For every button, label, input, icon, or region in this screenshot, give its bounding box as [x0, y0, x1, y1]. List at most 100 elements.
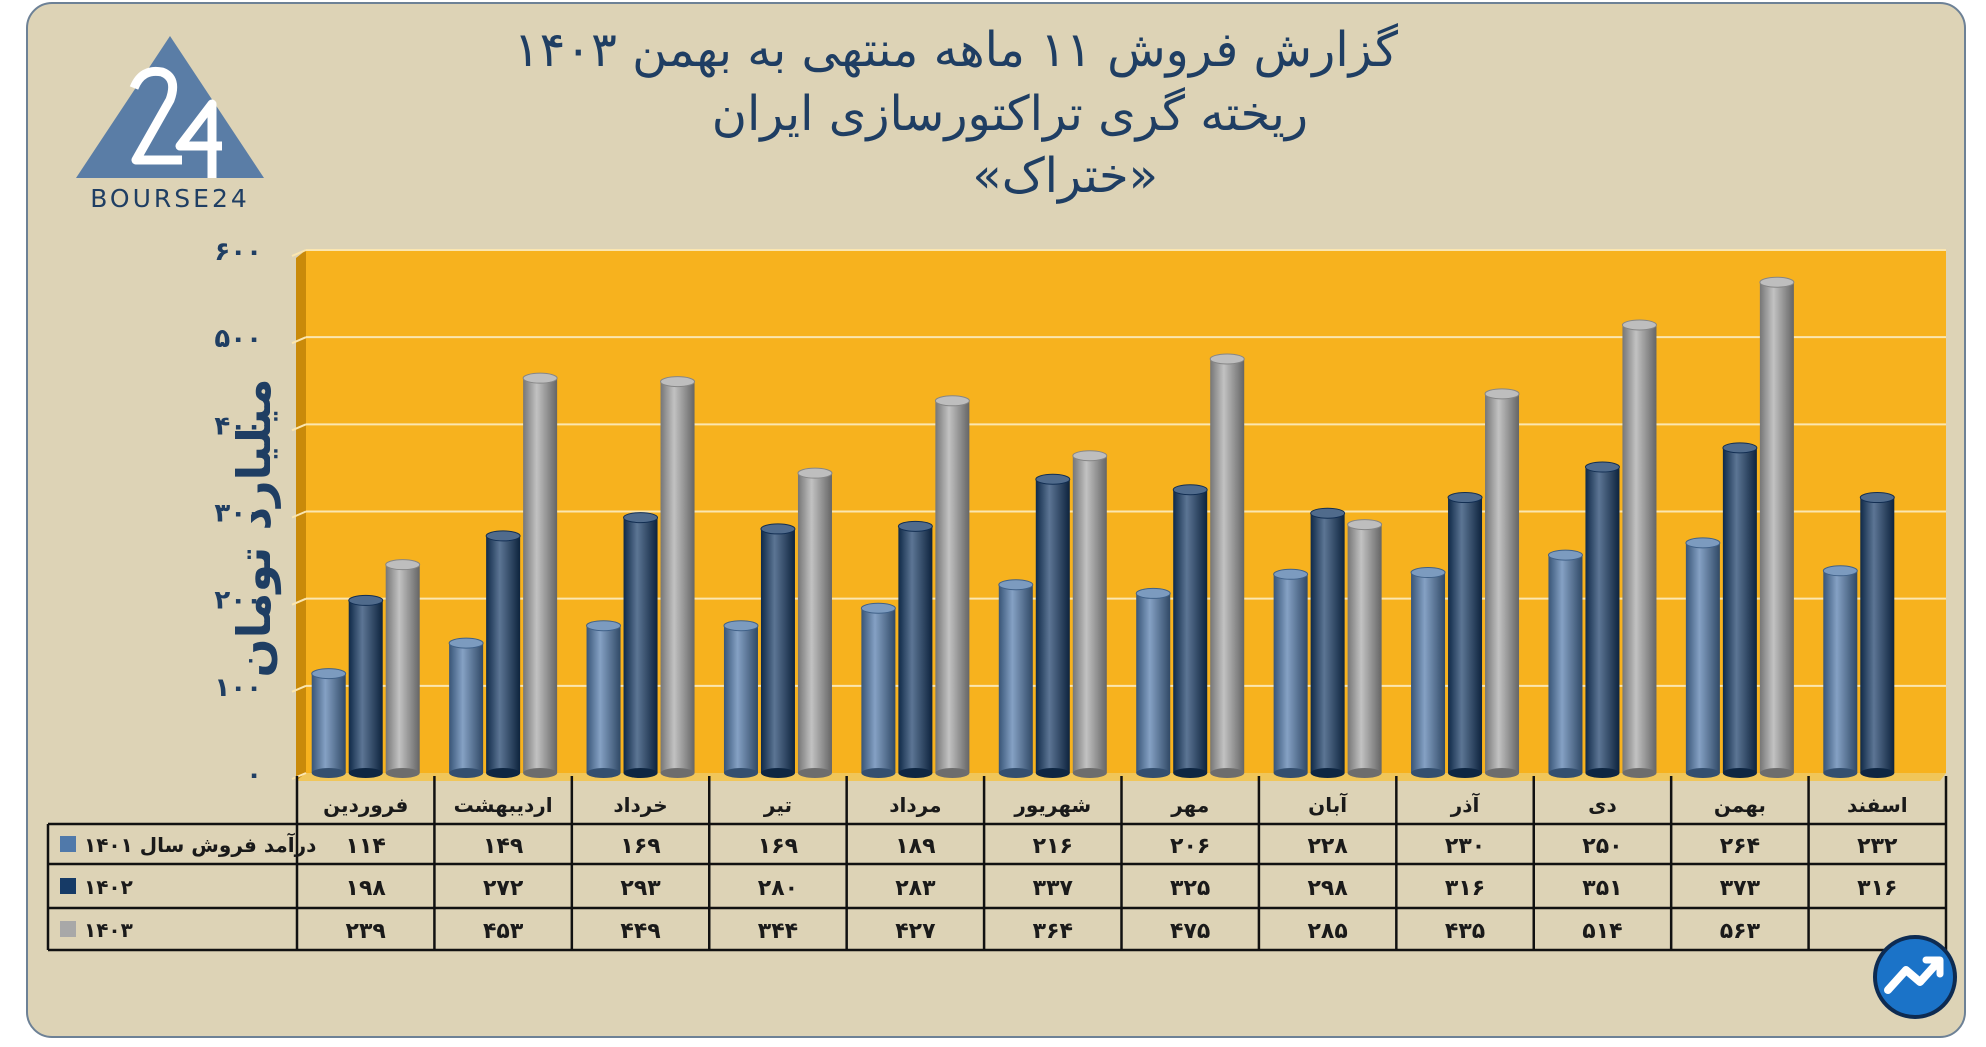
data-label: ۴۵۳	[483, 919, 524, 944]
bar-top	[1310, 507, 1346, 519]
bar-top	[1273, 568, 1309, 580]
y-tick-label: ۶۰۰	[214, 237, 262, 267]
bar-body	[523, 378, 558, 773]
bar-base	[1485, 768, 1520, 778]
x-tick-label: خرداد	[613, 793, 667, 817]
data-label: ۴۲۷	[895, 919, 936, 944]
bar-base	[1136, 768, 1171, 778]
bar-top	[1685, 537, 1721, 549]
gridline-side	[291, 684, 307, 693]
legend-label: درآمد فروش سال ۱۴۰۱	[84, 832, 316, 857]
bar	[385, 559, 421, 778]
data-label: ۳۱۶	[1857, 876, 1897, 901]
bar-body	[1860, 497, 1895, 773]
bar-base	[1722, 768, 1757, 778]
gridline-side	[291, 423, 307, 432]
bar-top	[1859, 492, 1895, 504]
data-label: ۲۱۶	[1033, 834, 1073, 859]
bar-base	[861, 768, 896, 778]
data-label: ۳۳۷	[1033, 876, 1074, 901]
bar-body	[449, 643, 484, 773]
title-line-3: «ختراک»	[972, 148, 1158, 204]
bar	[348, 594, 384, 778]
bar-top	[723, 620, 759, 632]
bar-top	[998, 579, 1034, 591]
bar	[1273, 568, 1309, 778]
y-axis-label: میلیارد تومان	[227, 378, 281, 678]
bar-top	[1484, 388, 1520, 400]
bar-top	[1822, 565, 1858, 577]
bar	[1447, 492, 1483, 778]
y-tick-label: ۳۰۰	[214, 499, 262, 529]
bar-top	[897, 520, 933, 532]
data-label: ۲۸۵	[1307, 919, 1347, 944]
bar-top	[522, 372, 558, 384]
x-tick-label: آبان	[1308, 792, 1348, 817]
bar-base	[586, 768, 621, 778]
bar-base	[898, 768, 933, 778]
bar-body	[1548, 555, 1583, 773]
bar-top	[1172, 484, 1208, 496]
bar-body	[385, 564, 420, 773]
x-tick-label: مهر	[1170, 793, 1209, 817]
trend-up-circle-icon[interactable]	[1872, 934, 1958, 1020]
bar-top	[1621, 319, 1657, 331]
x-tick-label: دی	[1588, 793, 1617, 817]
bar-body	[660, 381, 695, 773]
bar	[1347, 519, 1383, 778]
y-tick-label: ۴۰۰	[214, 411, 262, 441]
bar-base	[723, 768, 758, 778]
data-label: ۲۶۴	[1720, 834, 1760, 859]
bar-base	[449, 768, 484, 778]
bar-base	[523, 768, 558, 778]
bar-base	[797, 768, 832, 778]
data-label: ۴۴۹	[620, 919, 660, 944]
data-label: ۲۰۶	[1170, 834, 1210, 859]
bar	[1410, 567, 1446, 778]
x-tick-label: شهریور	[1013, 793, 1091, 817]
data-label: ۲۸۰	[758, 876, 798, 901]
data-label: ۲۹۳	[620, 876, 661, 901]
bar	[623, 512, 659, 778]
bar-top	[1759, 276, 1795, 288]
bar-body	[1685, 542, 1720, 773]
bar-top	[1135, 587, 1171, 599]
bar-body	[1310, 513, 1345, 773]
data-label: ۳۴۴	[758, 919, 798, 944]
title-line-2: ریخته گری تراکتورسازی ایران	[711, 86, 1308, 142]
bar-base	[1548, 768, 1583, 778]
x-tick-label: آذر	[1450, 792, 1481, 817]
bar-top	[1072, 450, 1108, 462]
bar-top	[1722, 442, 1758, 454]
data-label: ۱۶۹	[758, 834, 798, 859]
data-label: ۱۹۸	[346, 876, 387, 901]
bar	[1621, 319, 1657, 778]
bar	[448, 637, 484, 778]
bar-base	[760, 768, 795, 778]
logo-text: BOURSE24	[90, 184, 250, 213]
legend-swatch	[60, 878, 76, 894]
legend-label: ۱۴۰۳	[84, 918, 133, 942]
bar	[1172, 484, 1208, 778]
gridline-side	[291, 249, 307, 257]
bar	[1859, 492, 1895, 778]
data-label: ۴۳۵	[1445, 919, 1485, 944]
bar-body	[1485, 393, 1520, 773]
bourse24-triangle-logo	[76, 36, 264, 178]
bar-base	[1622, 768, 1657, 778]
bar-body	[1722, 447, 1757, 773]
bar-body	[935, 400, 970, 773]
data-label: ۵۶۳	[1720, 919, 1761, 944]
bar-base	[1035, 768, 1070, 778]
data-label: ۳۱۶	[1445, 876, 1485, 901]
bar-body	[1411, 572, 1446, 773]
bar	[1035, 473, 1071, 778]
bar-base	[1759, 768, 1794, 778]
legend-label: ۱۴۰۲	[84, 875, 133, 899]
x-tick-label: مرداد	[889, 793, 941, 817]
bar-base	[1585, 768, 1620, 778]
bar-base	[1072, 768, 1107, 778]
bar-body	[1759, 282, 1794, 773]
bar-body	[760, 528, 795, 773]
